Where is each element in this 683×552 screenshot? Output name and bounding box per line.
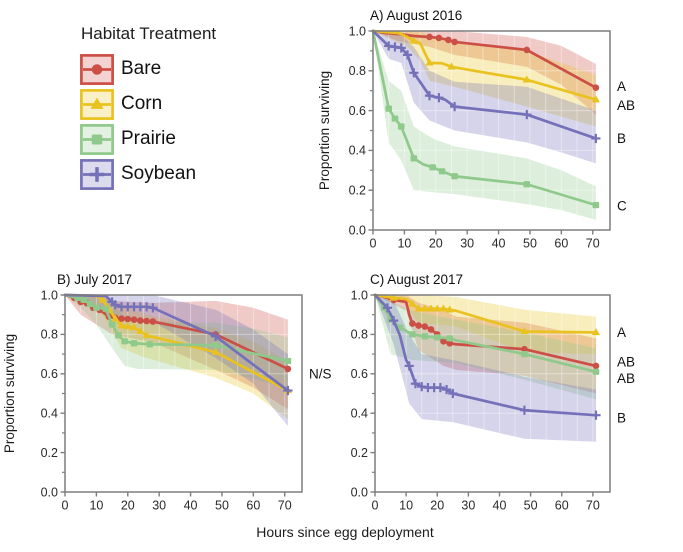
svg-text:0: 0 — [372, 499, 379, 513]
svg-text:B: B — [617, 131, 626, 146]
svg-text:0.2: 0.2 — [349, 184, 366, 198]
svg-text:N/S: N/S — [309, 366, 332, 381]
svg-text:0.8: 0.8 — [349, 64, 366, 78]
habitat-treatment-legend: Habitat Treatment Bare Corn Prairie Soybean — [80, 24, 216, 193]
svg-text:A: A — [617, 325, 626, 340]
svg-text:B) July 2017: B) July 2017 — [57, 272, 132, 287]
legend-item-corn: Corn — [80, 88, 216, 120]
svg-text:70: 70 — [586, 499, 600, 513]
svg-text:AB: AB — [617, 371, 635, 386]
svg-text:0.6: 0.6 — [349, 104, 366, 118]
svg-text:30: 30 — [461, 499, 475, 513]
corn-key-icon — [80, 88, 114, 120]
svg-text:Proportion surviving: Proportion surviving — [2, 334, 17, 453]
svg-text:30: 30 — [460, 237, 474, 251]
legend-label-prairie: Prairie — [121, 128, 176, 149]
svg-text:1.0: 1.0 — [351, 288, 368, 302]
svg-text:1.0: 1.0 — [41, 288, 58, 302]
chart-panel-july-2017: 0 10 20 30 40 50 60 70 0.0 0.2 0.4 0.6 0.8 1.0B) July… — [2, 272, 332, 513]
svg-text:40: 40 — [492, 237, 506, 251]
bare-key-icon — [80, 53, 114, 85]
svg-text:B: B — [617, 411, 626, 426]
svg-text:AB: AB — [617, 354, 635, 369]
legend-label-corn: Corn — [121, 93, 163, 114]
legend-label-soybean: Soybean — [121, 163, 197, 184]
svg-text:0.2: 0.2 — [41, 446, 58, 460]
svg-text:40: 40 — [493, 499, 507, 513]
legend-item-bare: Bare — [80, 53, 216, 85]
legend-items: Bare Corn Prairie Soybean — [80, 53, 216, 190]
svg-text:0.0: 0.0 — [351, 485, 368, 499]
svg-text:C: C — [617, 199, 627, 214]
svg-text:60: 60 — [555, 499, 569, 513]
svg-text:0.6: 0.6 — [351, 367, 368, 381]
svg-text:60: 60 — [246, 499, 260, 513]
svg-text:20: 20 — [429, 237, 443, 251]
svg-text:0: 0 — [370, 237, 377, 251]
svg-text:0.8: 0.8 — [41, 328, 58, 342]
svg-text:1.0: 1.0 — [349, 24, 366, 38]
svg-text:20: 20 — [430, 499, 444, 513]
svg-text:10: 10 — [399, 499, 413, 513]
legend-item-prairie: Prairie — [80, 123, 216, 155]
svg-text:30: 30 — [152, 499, 166, 513]
svg-text:50: 50 — [523, 237, 537, 251]
svg-text:0.2: 0.2 — [351, 446, 368, 460]
svg-text:70: 70 — [278, 499, 292, 513]
svg-text:AB: AB — [617, 98, 635, 113]
svg-text:A) August 2016: A) August 2016 — [370, 8, 462, 23]
svg-text:0.4: 0.4 — [41, 407, 58, 421]
svg-text:0.4: 0.4 — [349, 144, 366, 158]
svg-text:10: 10 — [397, 237, 411, 251]
svg-text:0.0: 0.0 — [41, 485, 58, 499]
prairie-key-icon — [80, 123, 114, 155]
legend-item-soybean: Soybean — [80, 158, 216, 190]
svg-text:40: 40 — [184, 499, 198, 513]
chart-panel-august-2016: 0 10 20 30 40 50 60 70 0.0 0.2 0.4 0.6 0.8 1.0 A) Augu… — [317, 8, 635, 251]
legend-label-bare: Bare — [121, 58, 162, 79]
svg-text:50: 50 — [524, 499, 538, 513]
svg-text:0.8: 0.8 — [351, 328, 368, 342]
svg-text:20: 20 — [121, 499, 135, 513]
svg-text:A: A — [617, 79, 626, 94]
svg-text:0.0: 0.0 — [349, 223, 366, 237]
svg-text:70: 70 — [586, 237, 600, 251]
svg-text:60: 60 — [554, 237, 568, 251]
svg-text:C) August 2017: C) August 2017 — [370, 272, 463, 287]
svg-text:0.6: 0.6 — [41, 367, 58, 381]
svg-text:Proportion surviving: Proportion surviving — [317, 71, 332, 190]
chart-panel-august-2017: 0 10 20 30 40 50 60 70 0.0 0.2 0.4 0.6 0.8 1.0C) Augu… — [351, 272, 635, 513]
svg-text:0.4: 0.4 — [351, 407, 368, 421]
soybean-key-icon — [80, 158, 114, 190]
svg-text:50: 50 — [215, 499, 229, 513]
legend-title: Habitat Treatment — [81, 24, 217, 43]
svg-text:10: 10 — [89, 499, 103, 513]
svg-text:0: 0 — [62, 499, 69, 513]
x-axis-label: Hours since egg deployment — [256, 524, 434, 540]
